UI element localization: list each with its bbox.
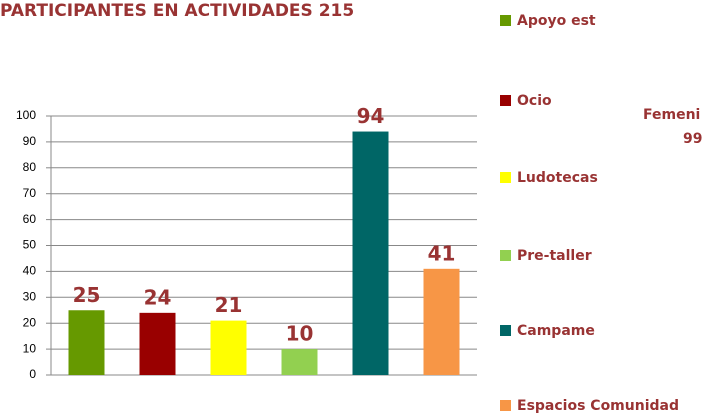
data-label: 24 [144,285,172,309]
legend-label: Ludotecas [517,170,598,186]
y-tick-label: 90 [23,134,37,148]
bar [210,320,247,375]
bar [352,131,389,375]
y-tick-label: 20 [23,315,37,329]
bar [68,310,105,375]
y-tick-label: 60 [23,212,37,226]
y-tick-label: 40 [23,264,37,278]
legend-swatch [500,15,511,26]
y-tick-label: 80 [23,160,37,174]
legend-label: Pre-taller [517,248,592,264]
data-label: 10 [286,322,314,346]
legend-swatch [500,400,511,411]
chart-title: PARTICIPANTES EN ACTIVIDADES 215 [0,1,354,21]
annotation: Femeni [643,107,700,123]
y-tick-label: 30 [23,289,37,303]
data-label: 25 [73,283,101,307]
data-label: 21 [215,293,243,317]
legend-swatch [500,325,511,336]
bar [281,349,318,375]
legend-label: Apoyo est [517,13,596,29]
data-label: 41 [428,241,456,265]
legend-swatch [500,172,511,183]
bar [139,312,176,375]
annotation: 99 [683,131,702,147]
y-tick-label: 50 [23,238,37,252]
legend-label: Ocio [517,93,552,109]
legend-swatch [500,95,511,106]
legend-label: Espacios Comunidad [517,398,679,414]
legend-label: Campame [517,323,595,339]
y-tick-label: 70 [23,186,37,200]
bar [423,268,460,375]
y-tick-label: 100 [16,108,36,122]
data-label: 94 [357,104,385,128]
legend-swatch [500,250,511,261]
y-tick-label: 10 [23,341,37,355]
y-tick-label: 0 [29,367,36,381]
